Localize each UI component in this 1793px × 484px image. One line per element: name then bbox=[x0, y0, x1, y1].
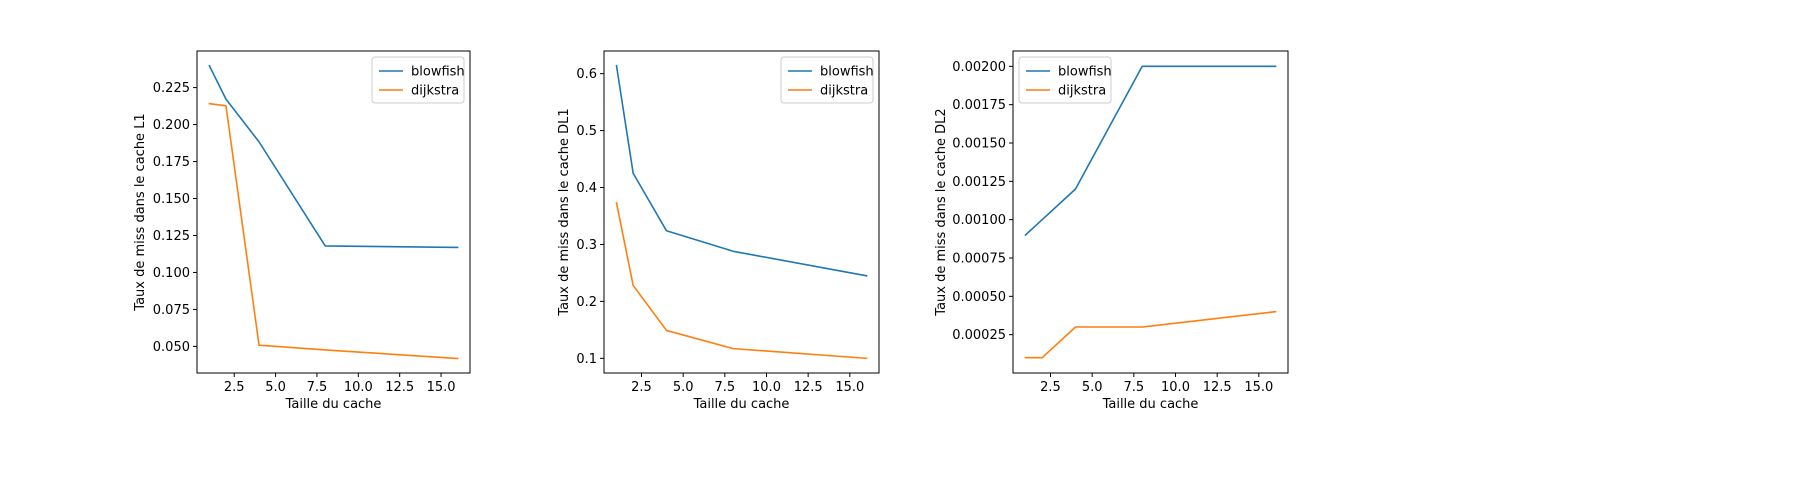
series-line-dijkstra bbox=[1024, 310, 1277, 359]
x-tick-label: 5.0 bbox=[673, 380, 694, 395]
x-tick-label: 10.0 bbox=[752, 380, 781, 395]
chart-panel-2: 2.5 5.0 7.5 10.0 12.5 15.0 0.1 0.2 0.3 0.4 0.5 0.6 T… bbox=[557, 50, 880, 412]
x-tick-label: 2.5 bbox=[1040, 380, 1061, 395]
x-tick-label: 15.0 bbox=[427, 380, 456, 395]
legend-label-blowfish: blowfish bbox=[820, 65, 874, 80]
x-axis-label: Taille du cache bbox=[1102, 397, 1199, 412]
series-line-blowfish bbox=[615, 64, 868, 277]
y-tick-label: 0.2 bbox=[576, 295, 597, 310]
y-tick-label: 0.6 bbox=[576, 67, 597, 82]
series-line-blowfish bbox=[1024, 65, 1277, 237]
y-tick-label: 0.200 bbox=[153, 118, 190, 133]
x-tick-label: 12.5 bbox=[1203, 380, 1232, 395]
axes-frame bbox=[1012, 50, 1289, 374]
x-tick-label: 10.0 bbox=[1161, 380, 1190, 395]
y-tick-label: 0.3 bbox=[576, 238, 597, 253]
x-axis-label: Taille du cache bbox=[285, 397, 382, 412]
legend-label-dijkstra: dijkstra bbox=[820, 84, 868, 99]
legend: blowfish dijkstra bbox=[780, 56, 874, 104]
legend: blowfish dijkstra bbox=[1018, 56, 1112, 104]
y-tick-label: 0.4 bbox=[576, 181, 597, 196]
axes-frame bbox=[603, 50, 880, 374]
x-tick-label: 12.5 bbox=[794, 380, 823, 395]
axes-frame bbox=[196, 50, 471, 374]
y-tick-label: 0.00200 bbox=[952, 60, 1006, 75]
y-axis-label: Taux de miss dans le cache DL1 bbox=[557, 108, 572, 316]
y-tick-label: 0.00175 bbox=[952, 98, 1006, 113]
x-tick-label: 10.0 bbox=[344, 380, 373, 395]
y-tick-label: 0.050 bbox=[153, 340, 190, 355]
legend-label-blowfish: blowfish bbox=[1058, 65, 1112, 80]
x-tick-label: 7.5 bbox=[307, 380, 328, 395]
series-line-dijkstra bbox=[615, 201, 868, 360]
series-line-dijkstra bbox=[208, 102, 459, 360]
legend-label-dijkstra: dijkstra bbox=[1058, 84, 1106, 99]
legend-label-blowfish: blowfish bbox=[411, 65, 465, 80]
y-tick-label: 0.150 bbox=[153, 192, 190, 207]
y-tick-label: 0.00025 bbox=[952, 328, 1006, 343]
y-tick-label: 0.00075 bbox=[952, 252, 1006, 267]
x-axis-label: Taille du cache bbox=[693, 397, 790, 412]
legend-box bbox=[1018, 56, 1112, 104]
x-tick-label: 15.0 bbox=[1244, 380, 1273, 395]
legend-box bbox=[371, 56, 465, 104]
y-tick-label: 0.100 bbox=[153, 266, 190, 281]
y-tick-label: 0.1 bbox=[576, 352, 597, 367]
y-tick-label: 0.225 bbox=[153, 81, 190, 96]
y-tick-label: 0.00125 bbox=[952, 175, 1006, 190]
chart-panel-1: 2.5 5.0 7.5 10.0 12.5 15.0 0.050 0.075 0.100 0.12… bbox=[133, 50, 471, 412]
x-tick-label: 2.5 bbox=[631, 380, 652, 395]
series-line-blowfish bbox=[208, 64, 459, 249]
x-tick-label: 2.5 bbox=[224, 380, 245, 395]
x-tick-label: 5.0 bbox=[265, 380, 286, 395]
y-tick-label: 0.125 bbox=[153, 229, 190, 244]
x-tick-label: 7.5 bbox=[1123, 380, 1144, 395]
legend: blowfish dijkstra bbox=[371, 56, 465, 104]
x-tick-label: 15.0 bbox=[835, 380, 864, 395]
legend-label-dijkstra: dijkstra bbox=[411, 84, 459, 99]
y-tick-label: 0.00100 bbox=[952, 213, 1006, 228]
y-tick-label: 0.075 bbox=[153, 303, 190, 318]
y-tick-label: 0.00150 bbox=[952, 137, 1006, 152]
y-tick-label: 0.00050 bbox=[952, 290, 1006, 305]
y-axis-label: Taux de miss dans le cache L1 bbox=[133, 113, 148, 311]
chart-panel-3: 2.5 5.0 7.5 10.0 12.5 15.0 0.00025 0.00050 0.000… bbox=[934, 50, 1289, 412]
y-axis-label: Taux de miss dans le cache DL2 bbox=[934, 108, 949, 316]
y-tick-label: 0.175 bbox=[153, 155, 190, 170]
legend-box bbox=[780, 56, 874, 104]
x-tick-label: 7.5 bbox=[714, 380, 735, 395]
y-tick-label: 0.5 bbox=[576, 124, 597, 139]
x-tick-label: 12.5 bbox=[385, 380, 414, 395]
x-tick-label: 5.0 bbox=[1082, 380, 1103, 395]
